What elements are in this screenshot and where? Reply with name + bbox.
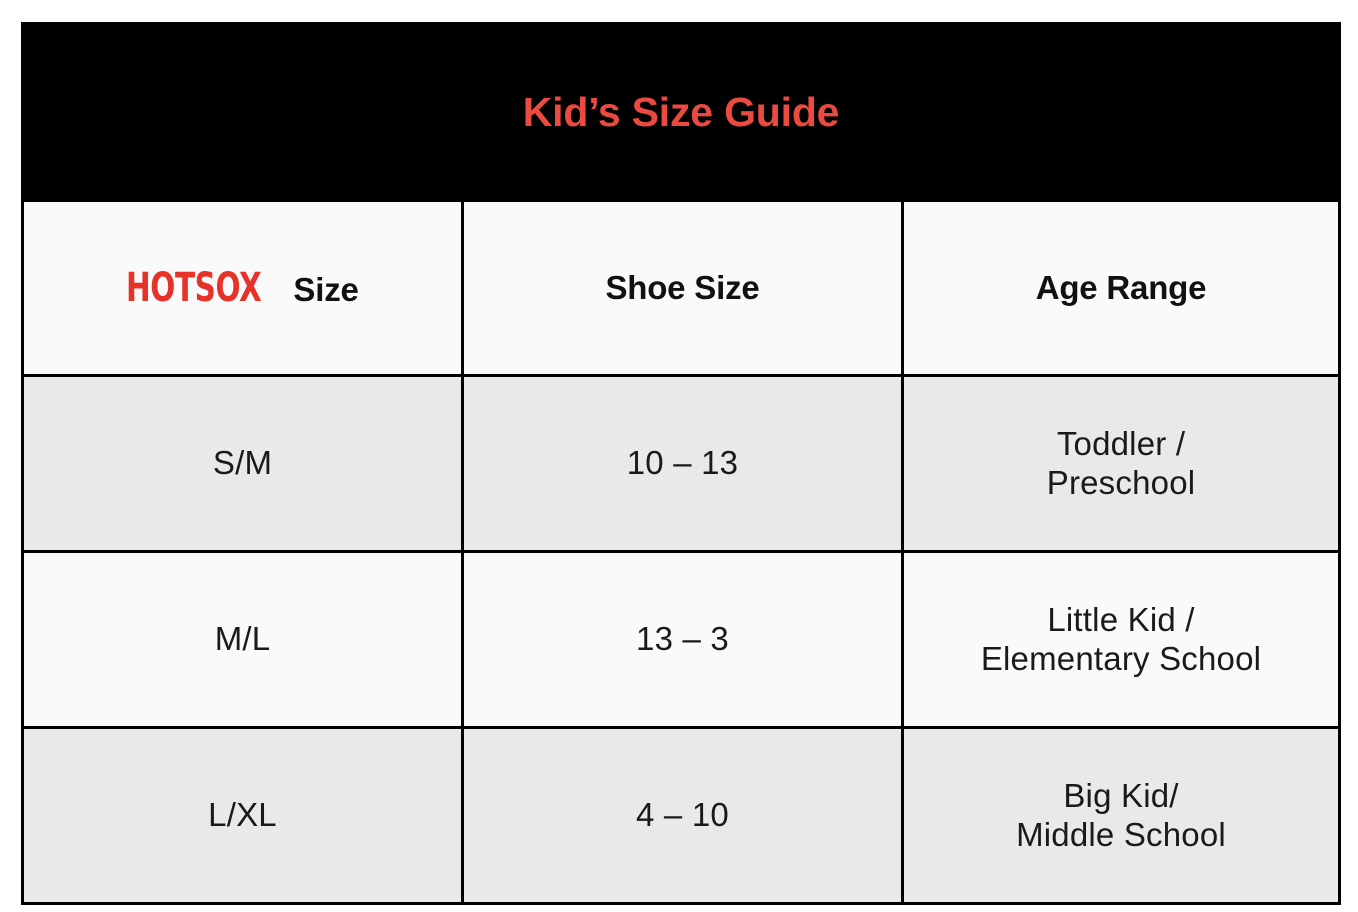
title-banner-cell: Kid’s Size Guide	[22, 23, 1340, 201]
column-header-age-range: Age Range	[900, 199, 1340, 377]
cell-age-range: Big Kid/ Middle School	[900, 727, 1340, 904]
cell-age-range: Little Kid / Elementary School	[900, 551, 1340, 729]
hotsox-logo: HOTSOX	[126, 264, 262, 311]
hotsox-logo-lockup: HOTSOX Size	[126, 264, 359, 311]
cell-age-range-line1: Toddler /	[1056, 424, 1186, 462]
column-header-shoe-size: Shoe Size	[461, 199, 903, 377]
cell-shoe-size: 13 – 3	[461, 551, 903, 729]
cell-shoe-size: 4 – 10	[461, 727, 903, 904]
cell-age-range-line1: Little Kid /	[1047, 600, 1195, 638]
cell-age-range-line2: Elementary School	[980, 639, 1262, 677]
cell-age-range-line2: Middle School	[1016, 815, 1226, 853]
page-title: Kid’s Size Guide	[522, 88, 840, 135]
table-row: L/XL 4 – 10 Big Kid/ Middle School	[22, 727, 1340, 904]
column-header-label-size: Size	[293, 270, 359, 308]
cell-hotsox-size: M/L	[22, 551, 463, 729]
table-header-row: HOTSOX Size Shoe Size Age Range	[22, 199, 1340, 377]
cell-hotsox-size: L/XL	[22, 727, 463, 904]
table-row: M/L 13 – 3 Little Kid / Elementary Schoo…	[22, 551, 1340, 729]
cell-age-range-line2: Preschool	[1046, 463, 1196, 501]
column-header-hotsox-size: HOTSOX Size	[22, 199, 463, 377]
cell-shoe-size: 10 – 13	[461, 375, 903, 553]
table-row: S/M 10 – 13 Toddler / Preschool	[22, 375, 1340, 553]
size-guide-table: Kid’s Size Guide HOTSOX Size Shoe Size Ag…	[21, 22, 1342, 905]
title-banner-row: Kid’s Size Guide	[22, 23, 1340, 201]
cell-hotsox-size: S/M	[22, 375, 463, 553]
cell-age-range: Toddler / Preschool	[900, 375, 1340, 553]
cell-age-range-line1: Big Kid/	[1063, 776, 1179, 814]
